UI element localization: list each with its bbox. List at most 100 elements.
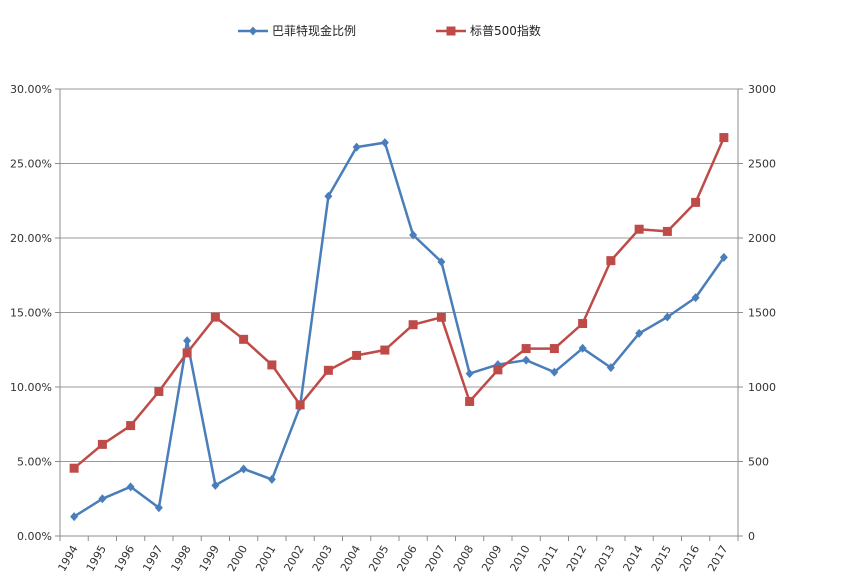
data-point <box>210 312 220 322</box>
data-point <box>606 256 616 266</box>
data-point <box>662 226 672 236</box>
data-point <box>211 480 220 490</box>
x-tick-label: 2014 <box>620 543 645 574</box>
data-point <box>182 348 192 358</box>
data-point <box>522 355 531 365</box>
data-point <box>634 224 644 234</box>
data-point <box>550 367 559 377</box>
data-point <box>635 328 644 338</box>
data-point <box>549 344 559 354</box>
data-point <box>97 439 107 449</box>
x-tick-label: 2017 <box>705 543 730 574</box>
right-tick-label: 1500 <box>748 307 776 320</box>
data-point <box>380 345 390 355</box>
data-point <box>183 336 192 346</box>
series-group <box>69 133 729 522</box>
right-tick-label: 2500 <box>748 158 776 171</box>
data-point <box>606 363 615 373</box>
legend-marker <box>446 26 456 36</box>
x-tick-label: 2013 <box>592 543 617 574</box>
legend-label: 巴菲特现金比例 <box>272 23 356 38</box>
left-tick-label: 20.00% <box>10 232 52 245</box>
data-point <box>154 386 164 396</box>
data-point <box>126 421 136 431</box>
x-tick-label: 2007 <box>423 543 448 574</box>
x-tick-label: 2002 <box>281 543 306 574</box>
data-point <box>267 474 276 484</box>
data-point <box>578 319 588 329</box>
data-point <box>295 400 305 410</box>
data-point <box>521 344 531 354</box>
x-tick-label: 1996 <box>112 543 137 574</box>
data-point <box>663 312 672 322</box>
x-tick-label: 2016 <box>677 543 702 574</box>
legend-item-1: 巴菲特现金比例 <box>238 23 356 38</box>
x-tick-label: 2012 <box>564 543 589 574</box>
right-tick-label: 1000 <box>748 381 776 394</box>
data-point <box>436 312 446 322</box>
left-tick-label: 25.00% <box>10 158 52 171</box>
left-tick-label: 15.00% <box>10 307 52 320</box>
x-tick-label: 1997 <box>140 543 165 574</box>
x-axis-ticks: 1994 1995 1996 1997 1998 1999 2000 2001 2002 2003… <box>55 543 730 574</box>
data-point <box>352 142 361 152</box>
x-tick-label: 2010 <box>507 543 532 574</box>
x-tick-label: 2001 <box>253 543 278 574</box>
left-tick-label: 30.00% <box>10 83 52 96</box>
left-tick-label: 10.00% <box>10 381 52 394</box>
x-tick-label: 1994 <box>55 543 80 574</box>
data-point <box>719 133 729 143</box>
data-point <box>323 365 333 375</box>
left-axis-ticks: 0.00% 5.00% 10.00% 15.00% 20.00% 25.00% 30.00% <box>10 83 52 543</box>
x-tick-label: 2004 <box>338 543 363 574</box>
data-point <box>380 138 389 148</box>
legend-label: 标普500指数 <box>470 23 541 38</box>
left-tick-label: 0.00% <box>17 530 52 543</box>
right-tick-label: 2000 <box>748 232 776 245</box>
x-tick-label: 2006 <box>394 543 419 574</box>
data-point <box>408 320 418 330</box>
x-tick-label: 2008 <box>451 543 476 574</box>
series-line <box>73 141 725 518</box>
data-point <box>578 343 587 353</box>
data-point <box>239 334 249 344</box>
legend: 巴菲特现金比例 标普500指数 <box>238 23 541 38</box>
x-tick-label: 1998 <box>168 543 193 574</box>
right-axis-ticks: 0 500 1000 1500 2000 2500 3000 <box>748 83 776 543</box>
data-point <box>409 230 418 240</box>
data-point <box>465 396 475 406</box>
x-tick-label: 2005 <box>366 543 391 574</box>
series-2 <box>69 133 729 473</box>
axes <box>55 88 743 541</box>
data-point <box>493 365 503 375</box>
left-tick-label: 5.00% <box>17 456 52 469</box>
x-tick-label: 1999 <box>197 543 222 574</box>
series-line <box>73 137 726 470</box>
legend-item-2: 标普500指数 <box>436 23 541 38</box>
data-point <box>154 503 163 513</box>
data-point <box>126 482 135 492</box>
data-point <box>267 360 277 370</box>
data-point <box>691 293 700 303</box>
data-point <box>69 463 79 473</box>
data-point <box>437 257 446 267</box>
x-tick-label: 2000 <box>225 543 250 574</box>
legend-marker <box>249 26 257 36</box>
x-tick-label: 2011 <box>536 543 561 574</box>
right-tick-label: 500 <box>748 456 769 469</box>
x-tick-label: 1995 <box>84 543 109 574</box>
data-point <box>70 512 79 522</box>
right-tick-label: 3000 <box>748 83 776 96</box>
x-tick-label: 2009 <box>479 543 504 574</box>
data-point <box>691 197 701 207</box>
x-tick-label: 2015 <box>649 543 674 574</box>
x-tick-label: 2003 <box>310 543 335 574</box>
data-point <box>719 252 728 262</box>
right-tick-label: 0 <box>748 530 755 543</box>
series-1 <box>70 138 728 522</box>
data-point <box>98 494 107 504</box>
data-point <box>324 191 333 201</box>
data-point <box>352 350 362 360</box>
grid-lines <box>60 88 738 537</box>
